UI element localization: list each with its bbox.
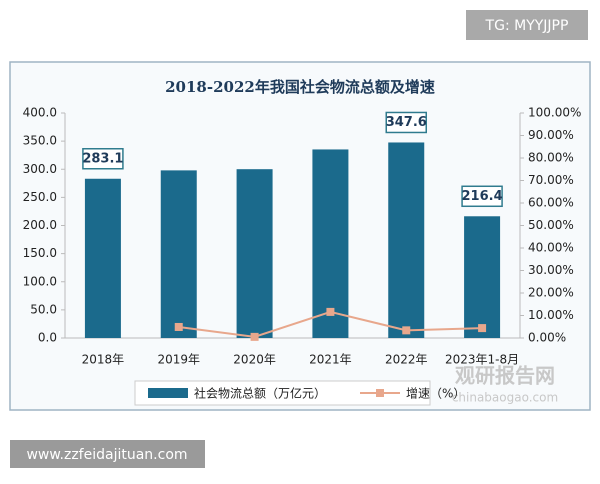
y2-tick-label: 90.00% xyxy=(528,128,574,142)
x-tick-label: 2018年 xyxy=(82,353,125,367)
y-tick-label: 150.0 xyxy=(23,246,57,260)
bar xyxy=(84,178,121,338)
y2-tick-label: 0.00% xyxy=(528,331,566,345)
value-label: 347.6 xyxy=(386,115,427,130)
value-label-box xyxy=(82,148,124,170)
y2-tick-label: 20.00% xyxy=(528,286,574,300)
x-tick-label: 2019年 xyxy=(157,353,200,367)
y-tick-label: 50.0 xyxy=(30,302,57,316)
value-label-box xyxy=(385,111,427,134)
bar xyxy=(236,169,273,338)
y2-tick-label: 10.00% xyxy=(528,308,574,322)
y-tick-label: 200.0 xyxy=(23,218,57,232)
y2-tick-label: 70.00% xyxy=(528,173,574,187)
legend-swatch-marker xyxy=(376,389,384,397)
y2-tick-label: 40.00% xyxy=(528,241,574,255)
brand-watermark: 观研报告网 xyxy=(455,364,555,388)
x-tick-label: 2023年1-8月 xyxy=(445,353,519,367)
tag-box xyxy=(466,10,588,40)
y2-tick-label: 80.00% xyxy=(528,151,574,165)
bar xyxy=(388,142,425,338)
bar xyxy=(160,170,197,338)
legend-swatch xyxy=(148,388,188,398)
line-marker xyxy=(250,332,259,341)
y2-tick-label: 50.00% xyxy=(528,218,574,232)
y2-tick-label: 30.00% xyxy=(528,263,574,277)
y-tick-label: 0.0 xyxy=(38,331,57,345)
legend-label: 增速（%） xyxy=(406,387,465,401)
bar xyxy=(464,216,501,338)
value-label-box xyxy=(461,185,503,208)
url-box xyxy=(10,440,205,468)
value-label: 283.1 xyxy=(82,151,123,166)
y-tick-label: 100.0 xyxy=(23,274,57,288)
value-label: 216.4 xyxy=(462,189,503,204)
site-watermark: chinabaogao.com xyxy=(452,391,558,405)
y-tick-label: 300.0 xyxy=(23,162,57,176)
y-tick-label: 250.0 xyxy=(23,190,57,204)
chart-title: 2018-2022年我国社会物流总额及增速 xyxy=(165,78,435,96)
y2-tick-label: 100.00% xyxy=(528,106,581,120)
line-marker xyxy=(326,307,335,316)
line-marker xyxy=(402,326,411,335)
y-tick-label: 350.0 xyxy=(23,134,57,148)
x-tick-label: 2021年 xyxy=(309,353,352,367)
bar xyxy=(312,149,349,338)
line-marker xyxy=(174,322,183,331)
legend-label: 社会物流总额（万亿元） xyxy=(194,386,326,401)
x-tick-label: 2022年 xyxy=(385,353,428,367)
x-tick-label: 2020年 xyxy=(233,353,276,367)
line-marker xyxy=(478,324,487,333)
url-text: www.zzfeidajituan.com xyxy=(26,447,187,463)
y-tick-label: 400.0 xyxy=(23,106,57,120)
tag-text: TG: MYYJJPP xyxy=(485,18,569,34)
y2-tick-label: 60.00% xyxy=(528,196,574,210)
